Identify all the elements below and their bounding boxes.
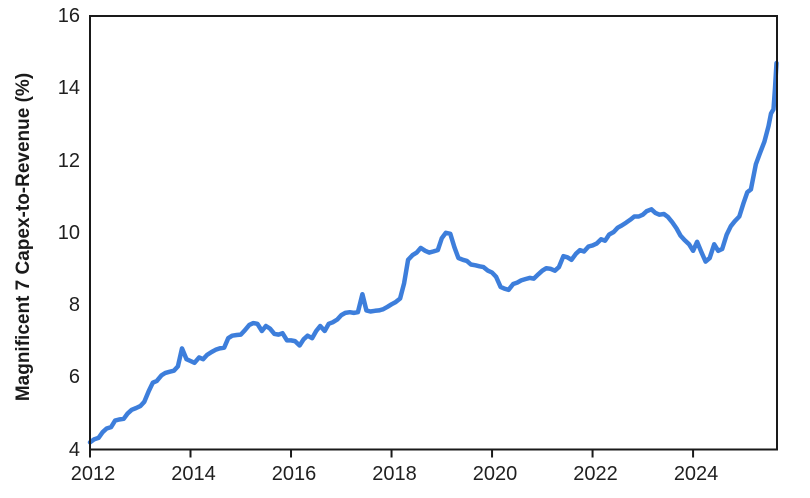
y-tick-label: 10: [57, 221, 80, 244]
x-tick-label: 2016: [271, 463, 317, 485]
x-tick-label: 2012: [70, 463, 116, 485]
y-tick-label: 4: [68, 438, 80, 461]
y-tick-label: 12: [57, 149, 80, 172]
y-tick-label: 8: [68, 294, 80, 316]
y-tick-label: 16: [57, 5, 80, 27]
plot-frame: [89, 15, 778, 451]
capex-line-series: [87, 60, 779, 445]
y-tick-label: 14: [57, 77, 80, 100]
x-tick-label: 2020: [472, 463, 518, 485]
y-tick-label: 6: [68, 366, 80, 389]
x-tick-label: 2014: [171, 463, 216, 485]
x-axis-tick-marks: [89, 449, 695, 458]
x-tick-label: 2018: [372, 463, 417, 485]
x-tick-label: 2022: [573, 463, 618, 485]
x-tick-label: 2024: [673, 463, 719, 485]
